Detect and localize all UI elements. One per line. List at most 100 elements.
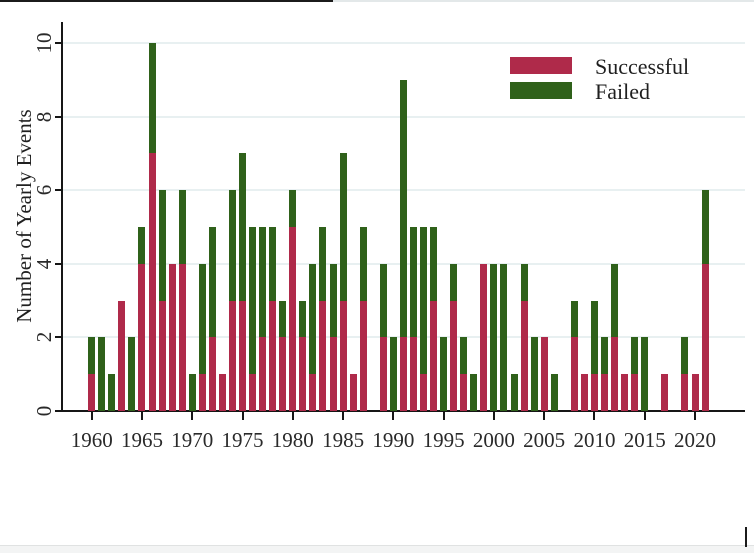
bar-successful-1989 — [379, 337, 387, 411]
bar-successful-1972 — [208, 337, 216, 411]
y-tick-6 — [55, 189, 62, 192]
bar-successful-1976 — [249, 374, 257, 411]
bar-failed-1996 — [450, 263, 458, 301]
bar-successful-1983 — [319, 300, 327, 411]
x-tick-2000 — [492, 412, 495, 420]
bar-successful-1967 — [158, 300, 166, 411]
x-tick-1995 — [442, 412, 445, 420]
bar-successful-2017 — [661, 374, 669, 411]
bar-failed-1979 — [279, 300, 287, 338]
bar-successful-2010 — [590, 374, 598, 411]
bar-successful-1997 — [460, 374, 468, 411]
bar-failed-1965 — [138, 227, 146, 264]
bar-successful-2021 — [701, 263, 709, 411]
gridline-10 — [63, 42, 745, 44]
bottom-page-band — [0, 545, 754, 553]
bar-failed-1991 — [399, 79, 407, 338]
y-tick-8 — [55, 115, 62, 118]
bar-successful-1960 — [88, 374, 96, 411]
bar-failed-1989 — [379, 263, 387, 338]
bar-successful-1980 — [289, 227, 297, 411]
bar-failed-1969 — [178, 190, 186, 264]
bar-failed-1960 — [88, 337, 96, 375]
bar-successful-2020 — [691, 374, 699, 411]
bar-successful-1969 — [178, 263, 186, 411]
x-tick-label-1980: 1980 — [271, 428, 314, 452]
bar-successful-1994 — [430, 300, 438, 411]
bar-failed-2010 — [590, 300, 598, 375]
bar-failed-2004 — [530, 337, 538, 411]
bar-failed-1994 — [430, 227, 438, 301]
bar-successful-2003 — [520, 300, 528, 411]
bar-failed-1976 — [249, 227, 257, 375]
bar-failed-1990 — [389, 337, 397, 411]
bar-failed-1975 — [239, 153, 247, 301]
bar-successful-1993 — [420, 374, 427, 411]
bar-successful-1975 — [239, 300, 247, 411]
bar-failed-1995 — [440, 337, 448, 411]
bar-failed-2000 — [490, 263, 498, 411]
x-tick-1990 — [392, 412, 395, 420]
bar-failed-1978 — [269, 227, 277, 301]
legend-swatch-successful — [510, 57, 572, 74]
bar-failed-1962 — [108, 374, 116, 411]
bar-failed-1974 — [228, 190, 236, 301]
bar-failed-1987 — [359, 227, 367, 301]
bar-successful-1963 — [118, 300, 126, 411]
bar-failed-1997 — [460, 337, 468, 375]
legend-swatch-failed — [510, 82, 572, 99]
top-border-light — [333, 0, 754, 2]
y-axis-title: Number of Yearly Events — [12, 109, 36, 323]
x-tick-1985 — [342, 412, 345, 420]
x-tick-1970 — [191, 412, 194, 420]
bar-failed-2002 — [510, 374, 518, 411]
bar-successful-2011 — [601, 374, 608, 411]
bar-failed-1992 — [409, 227, 417, 338]
bar-failed-2011 — [601, 337, 608, 375]
bar-successful-1966 — [148, 153, 156, 411]
x-tick-label-2000: 2000 — [472, 428, 515, 452]
bar-failed-2006 — [550, 374, 558, 411]
bar-successful-1985 — [339, 300, 347, 411]
x-tick-label-2010: 2010 — [573, 428, 616, 452]
bar-successful-1971 — [198, 374, 206, 411]
bar-failed-2019 — [681, 337, 689, 375]
bar-failed-2003 — [520, 263, 528, 301]
y-tick-label-6: 6 — [32, 184, 56, 196]
x-tick-label-1960: 1960 — [70, 428, 113, 452]
bar-failed-1981 — [299, 300, 307, 338]
y-tick-label-8: 8 — [32, 111, 56, 122]
bar-successful-1977 — [259, 337, 267, 411]
x-tick-2020 — [694, 412, 696, 420]
x-tick-label-1975: 1975 — [221, 428, 264, 452]
bar-successful-1991 — [399, 337, 407, 411]
x-tick-label-1985: 1985 — [322, 428, 365, 452]
bar-successful-1996 — [450, 300, 458, 411]
bar-failed-1984 — [329, 263, 337, 338]
y-tick-2 — [55, 336, 62, 339]
legend-label-failed: Failed — [595, 79, 650, 104]
bar-successful-1978 — [269, 300, 277, 411]
bar-failed-2008 — [570, 300, 578, 338]
bar-failed-1982 — [309, 263, 317, 375]
bar-successful-1987 — [359, 300, 367, 411]
bar-failed-2015 — [641, 337, 649, 411]
bar-successful-2019 — [681, 374, 689, 411]
bar-successful-1979 — [279, 337, 287, 411]
x-tick-1965 — [140, 412, 143, 420]
bar-successful-2012 — [611, 337, 619, 411]
bar-failed-1993 — [420, 227, 427, 375]
y-tick-10 — [55, 42, 62, 44]
bar-successful-2008 — [570, 337, 578, 411]
bar-failed-1971 — [198, 263, 206, 375]
bar-successful-2014 — [631, 374, 639, 411]
right-border-line — [745, 527, 747, 547]
y-tick-0 — [55, 410, 62, 412]
bar-successful-1986 — [349, 374, 357, 411]
x-tick-label-1995: 1995 — [422, 428, 465, 452]
x-tick-1980 — [291, 412, 294, 420]
y-tick-label-10: 10 — [32, 32, 56, 54]
x-tick-2010 — [593, 412, 596, 420]
bar-failed-1983 — [319, 227, 327, 301]
